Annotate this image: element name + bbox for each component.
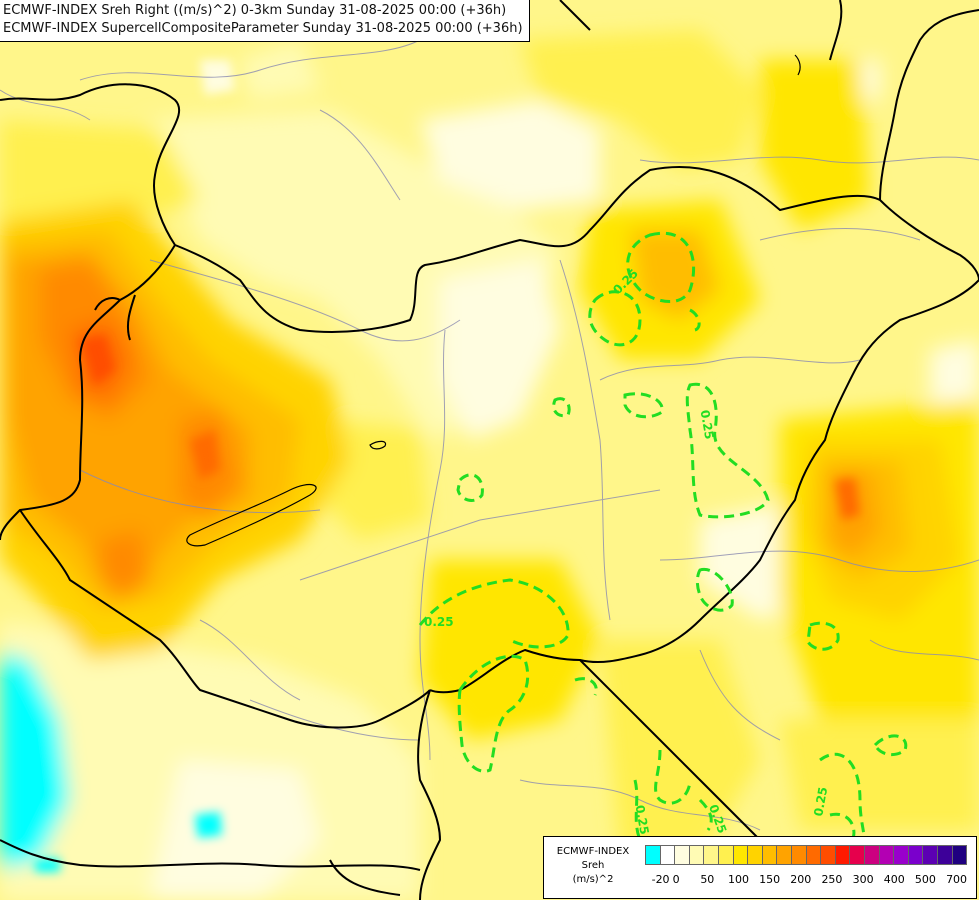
legend-swatch <box>776 845 792 865</box>
title-line-1: ECMWF-INDEX Sreh Right ((m/s)^2) 0-3km S… <box>3 3 507 18</box>
legend-swatch <box>878 845 895 865</box>
legend-swatch <box>703 845 719 865</box>
legend-tick-label: 700 <box>946 873 968 886</box>
legend-line-1: ECMWF-INDEX <box>556 846 630 857</box>
legend-swatch <box>761 845 778 865</box>
legend-swatch <box>805 845 822 865</box>
legend-tick-label: 0 <box>672 873 680 886</box>
legend-swatch <box>791 845 807 865</box>
legend-swatch <box>688 845 705 865</box>
legend-swatch <box>834 845 851 865</box>
legend-tick-label: -20 <box>651 873 670 886</box>
legend-swatch <box>907 845 924 865</box>
legend-swatch <box>674 845 690 865</box>
color-legend: ECMWF-INDEX Sreh (m/s)^2 -20 0 50 100 150 200… <box>543 836 977 899</box>
legend-tick-label: 250 <box>821 873 843 886</box>
contour-label: 0.25 <box>811 786 830 818</box>
legend-tick-label: 150 <box>759 873 781 886</box>
lakes <box>186 54 801 547</box>
contour-label: 0.25 <box>633 804 652 836</box>
legend-swatch <box>849 845 865 865</box>
legend-line-3: (m/s)^2 <box>572 874 614 885</box>
legend-swatch <box>645 845 661 865</box>
contour-label: 0.25 <box>424 615 454 629</box>
legend-tick-label: 200 <box>790 873 812 886</box>
rivers <box>0 39 979 831</box>
legend-tick-label: 500 <box>914 873 936 886</box>
legend-swatches <box>645 845 968 865</box>
legend-swatch <box>922 845 938 865</box>
legend-swatch <box>937 845 953 865</box>
legend-swatch <box>718 845 734 865</box>
legend-swatch <box>820 845 836 865</box>
title-line-2: ECMWF-INDEX SupercellCompositeParameter … <box>3 21 523 36</box>
legend-line-2: Sreh <box>581 860 605 871</box>
legend-swatch <box>951 845 968 865</box>
legend-swatch <box>893 845 909 865</box>
legend-swatch <box>732 845 749 865</box>
contour-label: 0.25 <box>698 409 717 441</box>
map-title: ECMWF-INDEX Sreh Right ((m/s)^2) 0-3km S… <box>0 0 530 42</box>
legend-label: ECMWF-INDEX Sreh (m/s)^2 <box>548 845 638 887</box>
legend-tick-label: 50 <box>700 873 715 886</box>
legend-tick-label: 300 <box>852 873 874 886</box>
scp-contours <box>418 231 908 861</box>
legend-swatch <box>659 845 676 865</box>
legend-tick-label: 100 <box>727 873 749 886</box>
legend-ticks: -20 0 50 100 150 200 250 300 400 500 700 <box>645 873 970 889</box>
legend-swatch <box>747 845 763 865</box>
legend-swatch <box>864 845 880 865</box>
legend-tick-label: 400 <box>883 873 905 886</box>
